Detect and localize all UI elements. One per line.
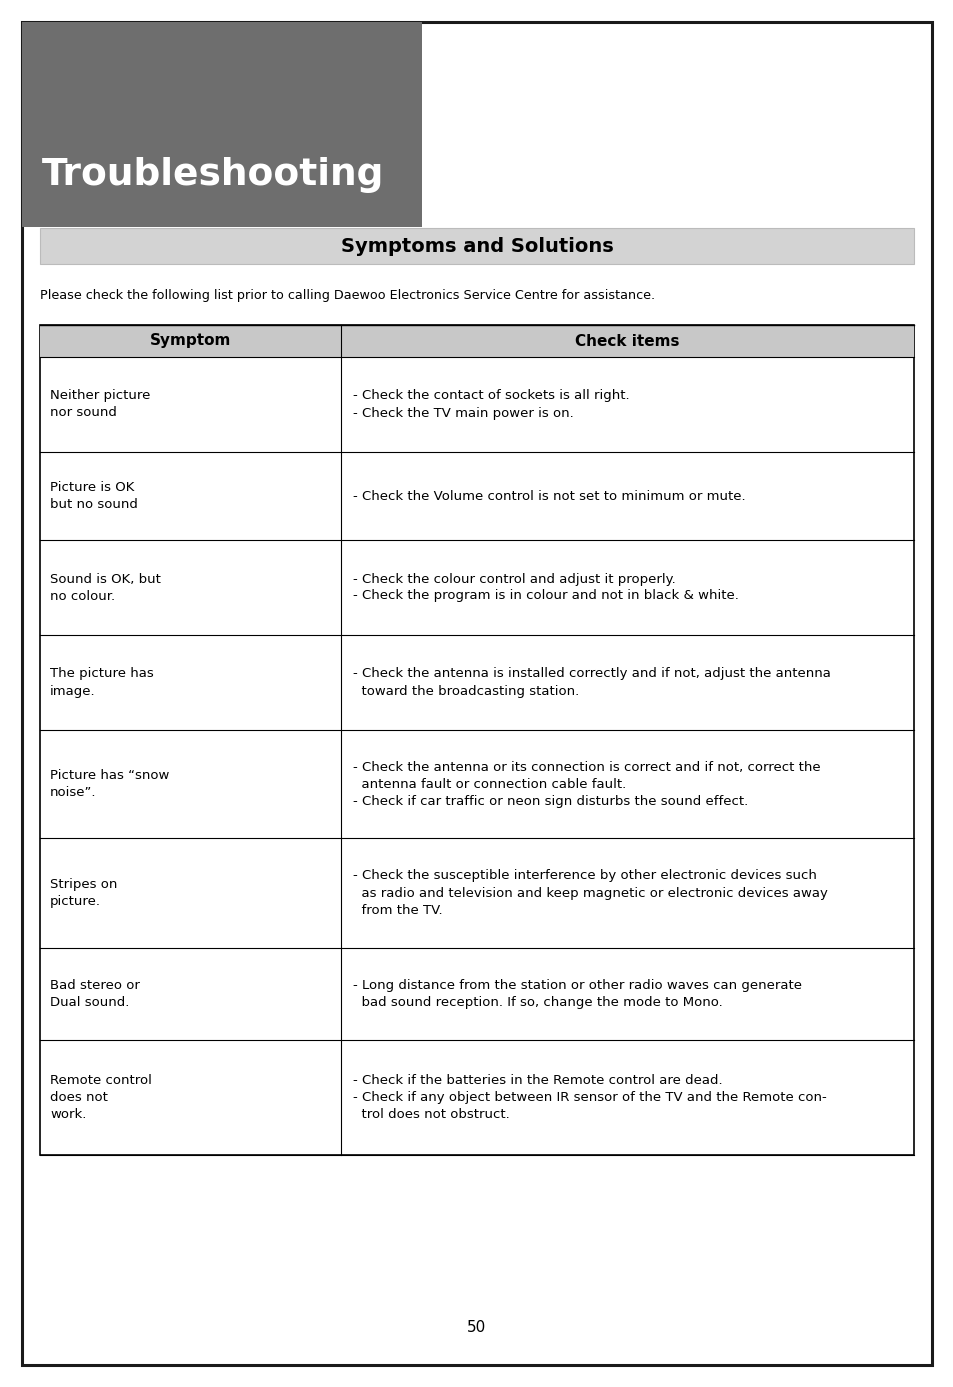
Text: - Long distance from the station or other radio waves can generate
  bad sound r: - Long distance from the station or othe… bbox=[353, 979, 801, 1008]
Text: Sound is OK, but
no colour.: Sound is OK, but no colour. bbox=[50, 573, 161, 602]
Text: - Check the Volume control is not set to minimum or mute.: - Check the Volume control is not set to… bbox=[353, 490, 745, 502]
Text: - Check the contact of sockets is all right.
- Check the TV main power is on.: - Check the contact of sockets is all ri… bbox=[353, 390, 629, 419]
Text: Neither picture
nor sound: Neither picture nor sound bbox=[50, 390, 151, 419]
Text: Stripes on
picture.: Stripes on picture. bbox=[50, 878, 117, 908]
Bar bbox=[40, 227, 913, 264]
Bar bbox=[40, 325, 913, 1155]
Text: Please check the following list prior to calling Daewoo Electronics Service Cent: Please check the following list prior to… bbox=[40, 288, 655, 301]
Text: Picture is OK
but no sound: Picture is OK but no sound bbox=[50, 481, 138, 510]
Text: The picture has
image.: The picture has image. bbox=[50, 667, 153, 698]
Bar bbox=[22, 22, 421, 227]
Text: Remote control
does not
work.: Remote control does not work. bbox=[50, 1074, 152, 1121]
Text: - Check the antenna or its connection is correct and if not, correct the
  anten: - Check the antenna or its connection is… bbox=[353, 760, 820, 807]
Text: - Check the susceptible interference by other electronic devices such
  as radio: - Check the susceptible interference by … bbox=[353, 870, 827, 917]
Text: Picture has “snow
noise”.: Picture has “snow noise”. bbox=[50, 768, 170, 799]
Text: - Check the antenna is installed correctly and if not, adjust the antenna
  towa: - Check the antenna is installed correct… bbox=[353, 667, 830, 698]
Bar bbox=[40, 325, 913, 356]
Text: Symptoms and Solutions: Symptoms and Solutions bbox=[340, 237, 613, 255]
Text: 50: 50 bbox=[467, 1319, 486, 1334]
Text: Bad stereo or
Dual sound.: Bad stereo or Dual sound. bbox=[50, 979, 140, 1008]
Text: - Check if the batteries in the Remote control are dead.
- Check if any object b: - Check if the batteries in the Remote c… bbox=[353, 1074, 826, 1121]
Text: Symptom: Symptom bbox=[150, 333, 231, 348]
Text: Check items: Check items bbox=[575, 333, 679, 348]
Text: - Check the colour control and adjust it properly.
- Check the program is in col: - Check the colour control and adjust it… bbox=[353, 573, 739, 602]
Text: Troubleshooting: Troubleshooting bbox=[42, 157, 384, 193]
